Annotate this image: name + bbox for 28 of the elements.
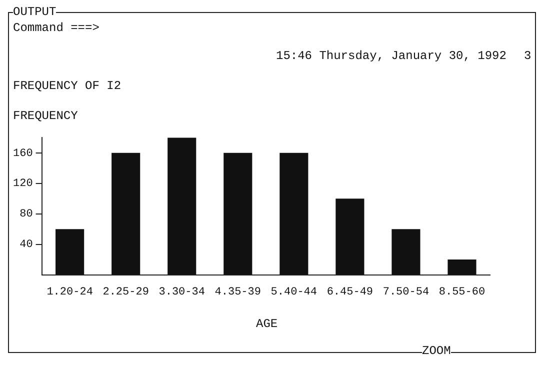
x-tick-label: 5.40-44 [270,286,318,298]
bar [224,152,252,275]
text: Command ===> [13,21,100,35]
y-tick-label: 160 [12,148,33,160]
y-axis-title: FREQUENCY [13,109,78,123]
bar [336,198,364,275]
bar [280,152,308,275]
y-tick-label: 120 [12,178,33,190]
x-tick-label: 7.50-54 [382,286,430,298]
x-tick-label: 1.20-24 [46,286,94,298]
bar [56,229,84,275]
text: OUTPUT [13,5,56,19]
y-tick-label: 40 [20,239,33,252]
bar [112,152,140,275]
x-axis-title: AGE [256,317,278,331]
bar [448,260,476,275]
text: 3 [524,49,532,63]
text: 15:46 Thursday, January 30, 1992 [276,49,506,63]
x-tick-label: 2.25-29 [102,286,149,298]
x-tick-label: 6.45-49 [326,286,374,298]
y-tick-label: 80 [20,208,33,221]
chart-title: FREQUENCY OF I2 [13,79,122,93]
x-tick-label: 4.35-39 [214,286,261,298]
x-tick-label: 8.55-60 [438,286,486,298]
bar [392,229,420,275]
bar [168,138,196,275]
text: ZOOM [422,344,451,358]
x-tick-label: 3.30-34 [158,286,206,298]
